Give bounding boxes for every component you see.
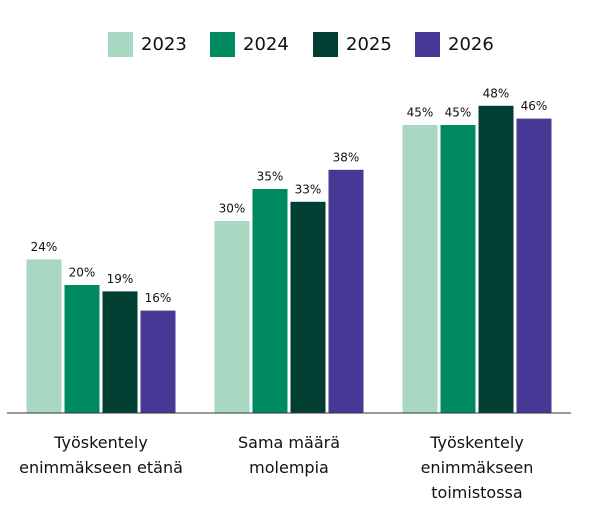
data-label: 24% xyxy=(31,240,58,254)
data-label: 33% xyxy=(295,182,322,196)
data-label: 45% xyxy=(445,106,472,120)
legend-label: 2025 xyxy=(346,34,392,55)
x-tick-label: Työskentely enimmäkseen etänä xyxy=(19,433,183,477)
legend-swatch xyxy=(108,32,133,57)
legend-swatch xyxy=(313,32,338,57)
data-label: 19% xyxy=(107,272,134,286)
legend-swatch xyxy=(415,32,440,57)
data-label: 35% xyxy=(257,170,284,184)
x-tick-label: Työskentely enimmäkseen toimistossa xyxy=(420,433,534,502)
bar xyxy=(290,201,326,413)
bar xyxy=(478,105,514,414)
data-label: 38% xyxy=(333,150,360,164)
bar xyxy=(214,221,250,413)
data-label: 16% xyxy=(145,291,172,305)
data-label: 20% xyxy=(69,266,96,280)
legend-label: 2023 xyxy=(141,34,187,55)
bar xyxy=(26,259,62,413)
bar xyxy=(328,169,364,413)
legend-label: 2024 xyxy=(243,34,289,55)
bar xyxy=(140,310,176,413)
legend-label: 2026 xyxy=(448,34,494,55)
x-tick-label: Sama määrä molempia xyxy=(237,433,340,477)
bar xyxy=(102,291,138,413)
data-label: 30% xyxy=(219,202,246,216)
bar xyxy=(64,285,100,413)
bar xyxy=(440,125,476,413)
bar xyxy=(516,118,552,413)
bar xyxy=(252,189,288,413)
data-label: 45% xyxy=(407,106,434,120)
data-label: 48% xyxy=(483,86,510,100)
bar xyxy=(402,125,438,413)
legend-swatch xyxy=(210,32,235,57)
data-label: 46% xyxy=(521,99,548,113)
